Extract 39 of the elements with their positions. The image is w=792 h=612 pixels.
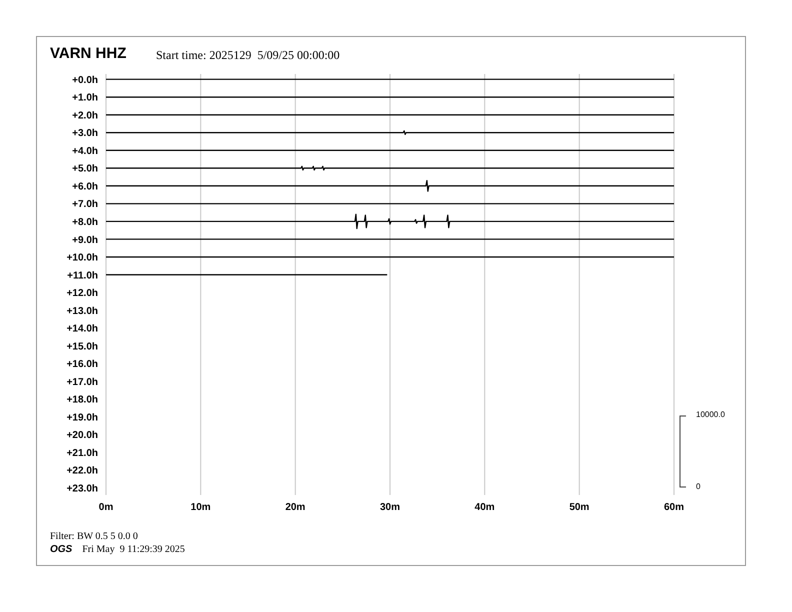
text: Fri May 9 11:29:39 2025	[82, 544, 185, 555]
y-tick-label: +20.0h	[66, 430, 98, 442]
y-tick-label: +22.0h	[66, 466, 98, 477]
y-tick-label: +16.0h	[66, 359, 98, 370]
y-tick-label: +7.0h	[72, 199, 98, 210]
y-tick-label: +18.0h	[66, 394, 98, 406]
y-tick-label: +6.0h	[72, 181, 98, 192]
text: 10000.0	[696, 410, 725, 419]
line-series	[106, 214, 674, 230]
x-tick-label: 50m	[569, 502, 590, 514]
x-tick-label: 40m	[474, 502, 495, 514]
y-tick-label: +3.0h	[72, 128, 98, 140]
y-tick-label: +11.0h	[67, 270, 98, 282]
y-tick-label: +23.0h	[66, 483, 98, 494]
y-tick-label: +4.0h	[72, 146, 98, 157]
x-tick-label: 10m	[190, 502, 211, 514]
y-tick-label: +17.0h	[66, 376, 98, 388]
y-tick-label: +5.0h	[72, 164, 98, 175]
y-tick-label: +8.0h	[72, 216, 98, 228]
y-tick-label: +19.0h	[66, 412, 98, 424]
y-tick-label: +21.0h	[66, 448, 98, 459]
y-tick-label: +12.0h	[66, 288, 98, 300]
chart-title: VARN HHZ	[50, 45, 126, 62]
y-tick-label: +15.0h	[66, 341, 98, 352]
x-tick-label: 30m	[380, 502, 400, 514]
y-tick-label: +1.0h	[72, 92, 98, 104]
text: OGS	[50, 544, 72, 555]
text: Filter: BW 0.5 5 0.0 0	[50, 531, 138, 542]
x-tick-label: 60m	[664, 502, 684, 514]
y-tick-label: +14.0h	[66, 324, 98, 335]
text: 0	[696, 482, 700, 491]
x-tick-label: 0m	[98, 502, 114, 514]
x-tick-label: 20m	[285, 502, 306, 514]
y-tick-label: +9.0h	[72, 234, 98, 246]
y-tick-label: +2.0h	[72, 110, 98, 122]
y-tick-label: +10.0h	[66, 252, 98, 264]
y-tick-label: +0.0h	[72, 74, 98, 86]
chart-subtitle: Start time: 2025129 5/09/25 00:00:00	[156, 48, 340, 63]
y-tick-label: +13.0h	[66, 306, 98, 317]
